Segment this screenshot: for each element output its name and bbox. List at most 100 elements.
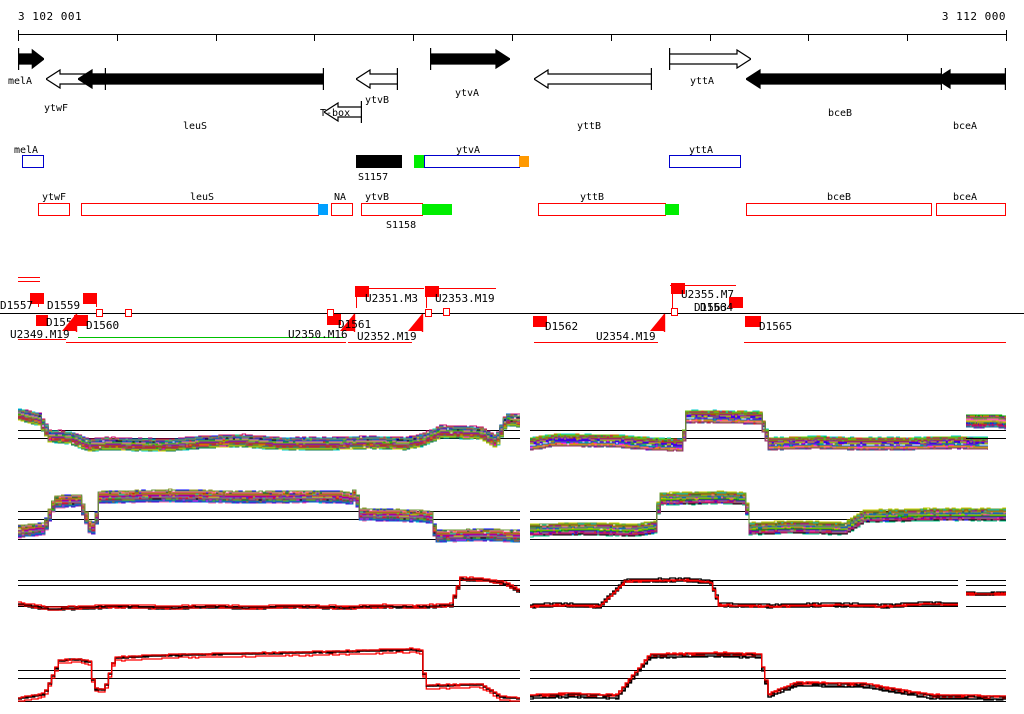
transcript-label: D1557 — [0, 299, 34, 312]
transcript-start-flag[interactable] — [30, 293, 44, 304]
feature-cap-right — [422, 204, 452, 215]
gene-label: melA — [8, 76, 33, 87]
transcript-start-flag[interactable] — [671, 283, 685, 294]
feature-label: S1157 — [358, 172, 389, 183]
transcript-label: U2354.M19 — [596, 330, 656, 343]
transcript-end-arrow[interactable] — [62, 314, 78, 332]
gene-arrow[interactable] — [430, 46, 510, 74]
feature-cap-left — [414, 155, 424, 168]
transcript-start-flag[interactable] — [425, 286, 439, 297]
feature-box[interactable] — [669, 155, 741, 168]
operon-feature-row: ytwF leuS NA ytvB S1158 yttB bceB bceA — [0, 0, 1024, 231]
transcript-extent-bar — [78, 337, 344, 338]
signal-trace — [966, 416, 1006, 421]
signal-trace — [530, 500, 1006, 535]
gene-arrow[interactable] — [534, 66, 652, 94]
signal-trace — [530, 579, 958, 608]
transcript-extent-bar — [356, 288, 424, 289]
signal-trace — [18, 578, 520, 611]
transcript-start-flag[interactable] — [74, 315, 88, 326]
rna-feature-row: melA S1157 ytvA yttA — [0, 0, 1024, 183]
gene-arrow[interactable] — [324, 99, 362, 127]
transcript-start-flag[interactable] — [355, 286, 369, 297]
signal-plot[interactable] — [18, 480, 520, 558]
feature-label: melA — [14, 145, 39, 156]
feature-label: NA — [334, 192, 347, 203]
signal-trace — [18, 497, 520, 540]
feature-label: yttA — [689, 145, 714, 156]
transcript-stem — [672, 283, 673, 309]
transcript-start-flag[interactable] — [83, 293, 97, 304]
gene-arrow[interactable] — [78, 66, 324, 94]
transcript-end-arrow[interactable] — [340, 314, 356, 332]
signal-trace — [18, 647, 520, 699]
transcript-start-flag[interactable] — [729, 297, 743, 308]
transcript-axis-line — [0, 313, 1024, 314]
signal-trace — [18, 411, 520, 444]
transcript-stem — [356, 286, 357, 308]
transcript-start-flag[interactable] — [327, 314, 341, 325]
signal-trace — [530, 414, 988, 445]
signal-trace — [18, 418, 520, 451]
transcript-start-flag[interactable] — [533, 316, 547, 327]
feature-label: S1158 — [386, 220, 417, 231]
signal-plot[interactable] — [18, 635, 520, 705]
signal-trace — [530, 651, 1006, 697]
signal-trace — [966, 418, 1006, 422]
feature-cap-right — [519, 156, 529, 167]
gene-arrow[interactable] — [356, 66, 398, 94]
coordinate-ruler: 3 102 001 3 112 000 — [0, 10, 1024, 24]
signal-trace — [18, 491, 520, 534]
transcript-stem — [426, 286, 427, 308]
signal-trace — [530, 500, 1006, 535]
feature-label: leuS — [190, 192, 215, 203]
signal-trace — [530, 499, 1006, 534]
signal-trace — [18, 492, 520, 535]
feature-box[interactable] — [331, 203, 353, 216]
transcript-end-arrow[interactable] — [408, 314, 424, 332]
feature-cap-right — [665, 204, 679, 215]
gene-arrow[interactable] — [669, 46, 751, 74]
gene-label: ytvA — [455, 88, 480, 99]
transcript-extent-bar — [428, 288, 496, 289]
signal-plot[interactable] — [966, 565, 1006, 631]
transcription-unit-track: D1557 D1559 U2351.M3 U2353.M19 U2355.M7 D1563… — [0, 0, 1024, 350]
transcript-start-flag[interactable] — [745, 316, 761, 327]
transcript-end-arrow[interactable] — [650, 314, 666, 332]
transcript-stem — [96, 293, 97, 307]
transcript-extent-bar — [18, 277, 40, 278]
gene-label: yttA — [690, 76, 715, 87]
transcript-label: D1561 — [338, 318, 372, 331]
ruler-tick — [116, 34, 118, 41]
signal-trace — [530, 501, 1006, 536]
signal-plot[interactable] — [530, 635, 1006, 705]
transcript-extent-bar — [348, 342, 412, 343]
signal-plot[interactable] — [530, 480, 1006, 558]
signal-trace — [966, 423, 1006, 428]
gene-arrow[interactable] — [936, 66, 1006, 94]
ruler-tick — [907, 34, 909, 41]
transcript-label: U2350.M16 — [288, 328, 348, 341]
signal-trace — [966, 420, 1006, 424]
feature-box[interactable] — [356, 155, 402, 168]
feature-label: yttB — [580, 192, 605, 203]
signal-trace — [18, 649, 520, 700]
signal-trace — [18, 414, 520, 446]
transcript-label: U2352.M19 — [357, 330, 417, 343]
signal-plot[interactable] — [18, 565, 520, 631]
gene-arrow[interactable] — [746, 66, 942, 94]
signal-trace — [966, 414, 1006, 418]
feature-box[interactable] — [22, 155, 44, 168]
feature-label: ytvB — [365, 192, 390, 203]
feature-box[interactable] — [936, 203, 1006, 216]
signal-plot[interactable] — [966, 398, 1006, 474]
signal-plot[interactable] — [530, 565, 958, 631]
signal-plot[interactable] — [18, 398, 520, 474]
transcript-start-flag[interactable] — [36, 315, 48, 326]
signal-plot[interactable] — [530, 398, 988, 474]
gene-arrow[interactable] — [18, 46, 44, 74]
feature-box[interactable] — [746, 203, 932, 216]
feature-box[interactable] — [38, 203, 70, 216]
